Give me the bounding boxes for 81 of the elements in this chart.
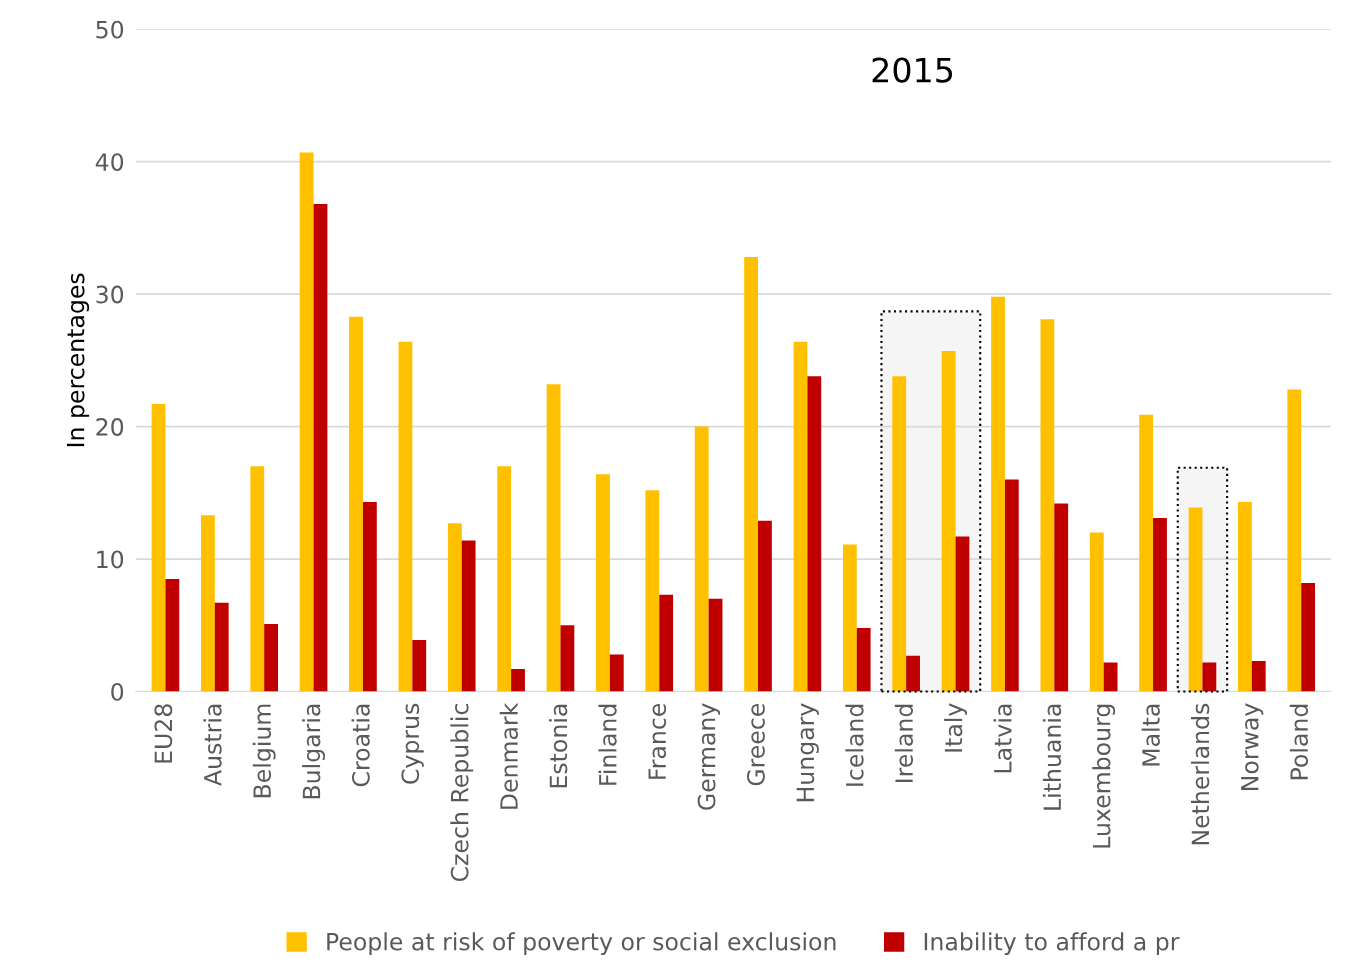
bar	[758, 520, 772, 692]
x-tick-label: Bulgaria	[302, 704, 325, 799]
bar	[955, 536, 970, 692]
bar	[1089, 532, 1104, 692]
bar	[299, 152, 314, 692]
bar	[214, 602, 229, 692]
x-tick-label: Greece	[747, 703, 765, 786]
bar	[892, 376, 907, 692]
bar	[1202, 662, 1217, 692]
bar	[560, 625, 575, 692]
bar	[313, 204, 328, 692]
bar	[906, 655, 920, 692]
x-tick-label: Belgium	[252, 704, 276, 798]
x-tick-label: Malta	[1141, 704, 1160, 766]
bar	[165, 578, 180, 692]
y-tick-label: 40	[95, 153, 124, 171]
bar	[349, 316, 363, 692]
bar	[596, 474, 610, 692]
x-tick-label: Austria	[203, 704, 222, 786]
bar	[461, 540, 476, 692]
bar	[1251, 661, 1266, 692]
text: 2015	[872, 57, 953, 83]
bar	[1301, 582, 1316, 692]
y-tick-label: 0	[111, 682, 124, 701]
x-tick-label: France	[648, 703, 667, 779]
x-tick-label: Germany	[697, 703, 721, 810]
x-tick-label: Ireland	[894, 704, 914, 782]
y-axis-title: In percentages	[66, 273, 90, 447]
bar	[398, 341, 413, 692]
x-tick-label: Denmark	[499, 702, 518, 809]
bar	[546, 384, 561, 692]
bar	[744, 257, 759, 692]
x-tick-label: Luxembourg	[1092, 704, 1116, 848]
x-tick-label: Latvia	[993, 704, 1012, 773]
bar	[842, 544, 857, 692]
bar	[694, 426, 709, 692]
bar	[447, 523, 462, 692]
x-tick-label: Croatia	[351, 704, 370, 787]
bar	[151, 404, 166, 692]
bar	[511, 669, 525, 692]
bar	[941, 351, 956, 692]
x-tick-label: Norway	[1241, 703, 1264, 790]
x-tick-label: Italy	[944, 703, 967, 752]
x-tick-label: Poland	[1289, 704, 1309, 780]
bar	[1054, 503, 1069, 692]
bar	[991, 296, 1005, 692]
legend-label: People at risk of poverty or social exclusion	[327, 932, 836, 956]
bar	[1040, 319, 1055, 692]
bar	[200, 515, 215, 692]
x-tick-label: Cyprus	[401, 703, 424, 784]
x-tick-label: EU28	[154, 704, 173, 763]
bar	[609, 654, 624, 692]
x-tick-label: Lithuania	[1042, 704, 1062, 810]
bar	[807, 376, 822, 692]
bar	[1004, 479, 1019, 692]
bar	[645, 490, 660, 692]
bar	[362, 502, 377, 692]
y-tick-label: 50	[96, 20, 124, 39]
bar	[264, 623, 279, 692]
x-tick-label: Finland	[598, 704, 617, 785]
y-tick-label: 10	[97, 550, 124, 569]
bar	[1153, 518, 1167, 692]
x-tick-label: Netherlands	[1191, 703, 1210, 845]
bar	[1103, 662, 1118, 692]
bar	[708, 598, 723, 692]
x-tick-label: Czech Republic	[450, 704, 474, 882]
bar	[1238, 502, 1252, 692]
x-tick-label: Hungary	[796, 703, 819, 802]
y-tick-label: 20	[96, 418, 124, 436]
x-tick-label: Estonia	[549, 704, 568, 788]
bar	[497, 466, 512, 692]
bar	[793, 341, 808, 692]
bar	[1188, 507, 1203, 692]
legend-label: Inability to afford a pr	[924, 932, 1180, 956]
y-tick-label: 30	[96, 285, 124, 304]
x-tick-label: Iceland	[845, 704, 864, 786]
bar	[856, 627, 871, 692]
bar	[412, 639, 427, 692]
bar	[250, 466, 265, 692]
bar	[659, 594, 674, 692]
bar	[1139, 414, 1154, 692]
